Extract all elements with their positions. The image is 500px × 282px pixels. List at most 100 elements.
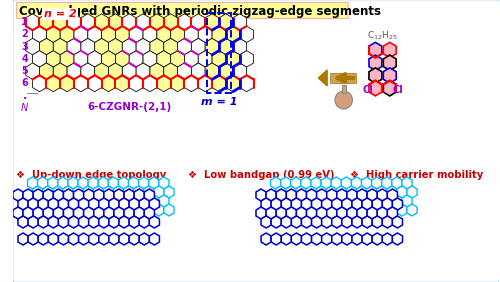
Polygon shape — [198, 75, 212, 92]
Polygon shape — [384, 55, 396, 70]
Polygon shape — [296, 186, 306, 198]
Polygon shape — [286, 204, 296, 216]
Text: ❖  Up-down edge topology: ❖ Up-down edge topology — [16, 170, 166, 180]
Polygon shape — [114, 207, 124, 219]
Polygon shape — [342, 177, 351, 189]
Polygon shape — [23, 207, 33, 219]
Polygon shape — [346, 186, 356, 198]
Polygon shape — [407, 204, 417, 216]
Polygon shape — [233, 63, 246, 80]
Polygon shape — [306, 207, 316, 219]
Polygon shape — [369, 81, 382, 96]
Polygon shape — [292, 233, 302, 245]
Polygon shape — [26, 63, 40, 80]
Polygon shape — [58, 233, 68, 245]
Polygon shape — [164, 186, 174, 198]
FancyBboxPatch shape — [12, 0, 500, 282]
Polygon shape — [60, 26, 74, 43]
Polygon shape — [402, 177, 412, 189]
Polygon shape — [384, 68, 396, 83]
Polygon shape — [402, 195, 412, 207]
Polygon shape — [13, 207, 23, 219]
Text: Cl: Cl — [362, 85, 373, 95]
Polygon shape — [342, 233, 352, 245]
Polygon shape — [352, 177, 362, 189]
Polygon shape — [108, 63, 122, 80]
Polygon shape — [116, 26, 129, 43]
Polygon shape — [392, 198, 402, 210]
Polygon shape — [261, 216, 271, 228]
Text: 1: 1 — [22, 17, 28, 27]
Polygon shape — [98, 195, 108, 207]
Polygon shape — [331, 177, 342, 189]
Polygon shape — [138, 195, 149, 207]
Polygon shape — [88, 75, 102, 92]
Polygon shape — [301, 177, 311, 189]
Polygon shape — [296, 207, 306, 219]
Polygon shape — [144, 189, 154, 201]
Polygon shape — [387, 204, 397, 216]
Polygon shape — [88, 216, 99, 228]
Polygon shape — [53, 186, 63, 198]
Polygon shape — [219, 38, 233, 55]
Polygon shape — [357, 207, 367, 219]
Polygon shape — [99, 198, 109, 210]
Polygon shape — [170, 26, 184, 43]
Polygon shape — [109, 216, 119, 228]
Polygon shape — [282, 198, 292, 210]
Polygon shape — [58, 177, 68, 189]
Polygon shape — [60, 51, 74, 67]
Polygon shape — [388, 207, 398, 219]
Polygon shape — [139, 198, 149, 210]
Polygon shape — [68, 216, 78, 228]
Polygon shape — [32, 75, 46, 92]
Polygon shape — [143, 75, 157, 92]
Polygon shape — [150, 216, 160, 228]
Polygon shape — [192, 63, 205, 80]
Polygon shape — [337, 207, 347, 219]
Polygon shape — [43, 207, 54, 219]
Polygon shape — [46, 51, 60, 67]
Polygon shape — [212, 26, 226, 43]
Polygon shape — [388, 189, 398, 201]
Polygon shape — [178, 14, 192, 30]
Polygon shape — [46, 26, 60, 43]
Polygon shape — [54, 14, 67, 30]
Polygon shape — [124, 207, 134, 219]
Text: $\mathregular{C_{12}H_{25}}$: $\mathregular{C_{12}H_{25}}$ — [367, 179, 398, 191]
Polygon shape — [119, 216, 129, 228]
Polygon shape — [144, 207, 154, 219]
Polygon shape — [68, 233, 78, 245]
Text: ❖  Low bandgap (0.99 eV): ❖ Low bandgap (0.99 eV) — [188, 170, 334, 180]
Polygon shape — [116, 51, 129, 67]
Polygon shape — [32, 26, 46, 43]
Polygon shape — [291, 195, 301, 207]
Polygon shape — [124, 189, 134, 201]
Polygon shape — [64, 189, 74, 201]
Polygon shape — [38, 195, 48, 207]
Polygon shape — [134, 189, 144, 201]
Polygon shape — [392, 177, 402, 189]
Polygon shape — [362, 195, 372, 207]
Polygon shape — [108, 38, 122, 55]
Text: 4: 4 — [22, 54, 28, 64]
Polygon shape — [67, 38, 81, 55]
Polygon shape — [369, 55, 382, 70]
Polygon shape — [372, 195, 382, 207]
Polygon shape — [134, 186, 143, 198]
Polygon shape — [332, 198, 342, 210]
Polygon shape — [78, 216, 88, 228]
Polygon shape — [28, 216, 38, 228]
Polygon shape — [46, 75, 60, 92]
Polygon shape — [64, 207, 74, 219]
Polygon shape — [332, 216, 342, 228]
Polygon shape — [256, 207, 266, 219]
Polygon shape — [212, 51, 226, 67]
Polygon shape — [205, 63, 219, 80]
Polygon shape — [352, 216, 362, 228]
Polygon shape — [128, 177, 138, 189]
Polygon shape — [94, 38, 108, 55]
Polygon shape — [280, 195, 291, 207]
Polygon shape — [321, 177, 331, 189]
Polygon shape — [271, 233, 281, 245]
